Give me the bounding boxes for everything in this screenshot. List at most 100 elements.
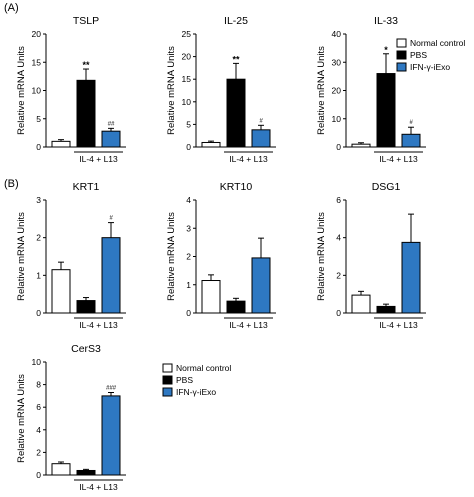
y-tick-label: 1 <box>36 270 41 280</box>
bar-ifn-iexo <box>401 133 421 148</box>
significance-marker: ** <box>232 54 240 64</box>
legend-swatch <box>162 387 173 397</box>
significance-marker: ### <box>106 386 117 392</box>
y-axis-label: Relative mRNA Units <box>16 46 27 135</box>
legend-label: PBS <box>176 375 193 385</box>
y-tick-label: 3 <box>186 223 191 233</box>
y-tick-label: 2 <box>336 270 341 280</box>
bar-pbs <box>376 73 396 148</box>
chart-tslp: TSLP Relative mRNA Units 0 5 10 15 20 ** ## IL-4 … <box>16 15 126 164</box>
y-tick-label: 0 <box>336 142 341 152</box>
group-label: IL-4 + L13 <box>79 482 118 492</box>
y-axis-label: Relative mRNA Units <box>16 212 27 301</box>
group-label: IL-4 + L13 <box>229 154 268 164</box>
bar-normal-control <box>351 143 371 148</box>
y-tick-label: 4 <box>186 195 191 205</box>
bar-pbs <box>226 300 246 314</box>
y-axis-label: Relative mRNA Units <box>316 212 327 301</box>
y-tick-label: 10 <box>32 86 42 96</box>
y-tick-label: 15 <box>182 74 192 84</box>
bar-pbs <box>76 469 96 476</box>
significance-marker: # <box>409 120 413 126</box>
bar-ifn-iexo <box>101 237 121 314</box>
legend: Normal control PBS IFN-γ-iExo <box>396 38 465 72</box>
significance-marker: # <box>109 216 113 222</box>
legend-swatch <box>162 375 173 385</box>
bar-ifn-iexo <box>101 130 121 148</box>
chart-il-33: IL-33 Relative mRNA Units 0 10 20 30 40 * # IL-4 … <box>316 15 426 164</box>
group-label: IL-4 + L13 <box>229 320 268 330</box>
significance-marker: ** <box>82 60 90 70</box>
y-tick-label: 3 <box>36 195 41 205</box>
y-tick-label: 0 <box>186 308 191 318</box>
significance-marker: ## <box>108 121 115 127</box>
bar-ifn-iexo <box>251 129 271 148</box>
y-tick-label: 2 <box>36 233 41 243</box>
y-tick-label: 2 <box>186 252 191 262</box>
bar-ifn-iexo <box>401 241 421 314</box>
bar-normal-control <box>51 269 71 314</box>
chart-il-25: IL-25 Relative mRNA Units 0 5 10 15 20 25 ** # IL-… <box>166 15 276 164</box>
y-tick-label: 8 <box>36 380 41 390</box>
chart-title: TSLP <box>73 15 99 27</box>
bar-ifn-iexo <box>251 257 271 314</box>
legend-label: PBS <box>410 50 427 60</box>
y-tick-label: 6 <box>36 402 41 412</box>
y-tick-label: 0 <box>36 142 41 152</box>
legend-swatch <box>396 38 407 48</box>
y-tick-label: 20 <box>182 52 192 62</box>
y-tick-label: 4 <box>336 233 341 243</box>
bar-normal-control <box>51 140 71 148</box>
y-tick-label: 6 <box>336 195 341 205</box>
y-tick-label: 10 <box>332 114 342 124</box>
chart-cers3: CerS3 Relative mRNA Units 0 2 4 6 8 10 ### IL-4 +… <box>16 343 126 492</box>
chart-title: IL-25 <box>224 15 248 27</box>
significance-marker: # <box>259 118 263 124</box>
y-axis-label: Relative mRNA Units <box>166 212 177 301</box>
y-tick-label: 25 <box>182 29 192 39</box>
y-tick-label: 10 <box>32 357 42 367</box>
y-tick-label: 30 <box>332 57 342 67</box>
significance-marker: * <box>384 45 388 55</box>
y-tick-label: 4 <box>36 425 41 435</box>
legend-label: Normal control <box>176 363 231 373</box>
y-tick-label: 5 <box>186 119 191 129</box>
bar-pbs <box>376 305 396 314</box>
y-tick-label: 0 <box>186 142 191 152</box>
bar-normal-control <box>351 294 371 314</box>
chart-krt10: KRT10 Relative mRNA Units 0 1 2 3 4 IL-4 + L13 <box>166 181 276 330</box>
y-tick-label: 0 <box>36 470 41 480</box>
group-label: IL-4 + L13 <box>379 154 418 164</box>
bar-pbs <box>76 79 96 148</box>
legend-label: IFN-γ-iExo <box>410 62 450 72</box>
legend-label: IFN-γ-iExo <box>176 387 216 397</box>
y-tick-label: 40 <box>332 29 342 39</box>
bar-normal-control <box>201 141 221 148</box>
legend-swatch <box>162 363 173 373</box>
bar-normal-control <box>51 463 71 476</box>
y-axis-label: Relative mRNA Units <box>316 46 327 135</box>
chart-title: DSG1 <box>372 181 401 193</box>
y-axis-label: Relative mRNA Units <box>166 46 177 135</box>
y-tick-label: 5 <box>36 114 41 124</box>
panel-label-a: (A) <box>4 2 19 14</box>
y-tick-label: 20 <box>332 86 342 96</box>
group-label: IL-4 + L13 <box>79 154 118 164</box>
bar-ifn-iexo <box>101 395 121 476</box>
y-tick-label: 0 <box>336 308 341 318</box>
y-tick-label: 0 <box>36 308 41 318</box>
y-axis-label: Relative mRNA Units <box>16 374 27 463</box>
legend-swatch <box>396 62 407 72</box>
legend-swatch <box>396 50 407 60</box>
y-tick-label: 20 <box>32 29 42 39</box>
group-label: IL-4 + L13 <box>379 320 418 330</box>
y-tick-label: 15 <box>32 57 42 67</box>
bar-normal-control <box>201 280 221 314</box>
legend-label: Normal control <box>410 38 465 48</box>
chart-title: KRT1 <box>73 181 100 193</box>
chart-krt1: KRT1 Relative mRNA Units 0 1 2 3 # IL-4 + L13 <box>16 181 126 330</box>
chart-dsg1: DSG1 Relative mRNA Units 0 2 4 6 IL-4 + L13 <box>316 181 426 330</box>
y-tick-label: 10 <box>182 97 192 107</box>
